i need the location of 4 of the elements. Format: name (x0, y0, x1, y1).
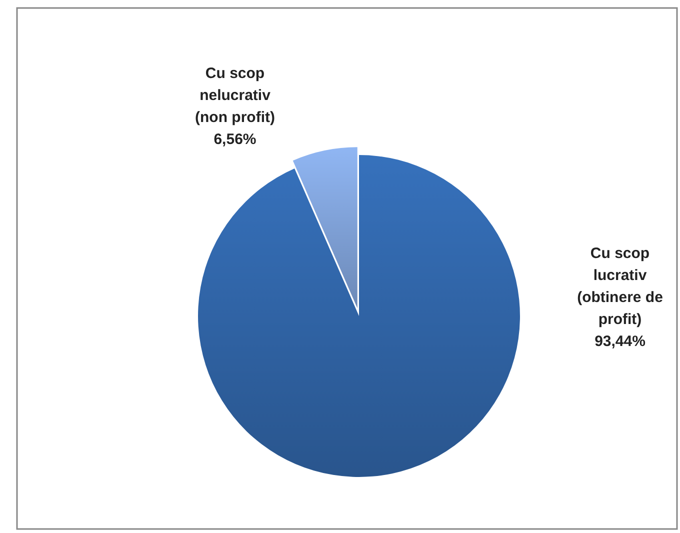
data-label: 6,56% (214, 131, 256, 148)
slice-label: Cu scop nelucrativ (non profit) (195, 65, 275, 126)
data-label: 93,44% (594, 333, 646, 350)
slice-label: Cu scop lucrativ (obtinere de profit) (577, 245, 663, 328)
